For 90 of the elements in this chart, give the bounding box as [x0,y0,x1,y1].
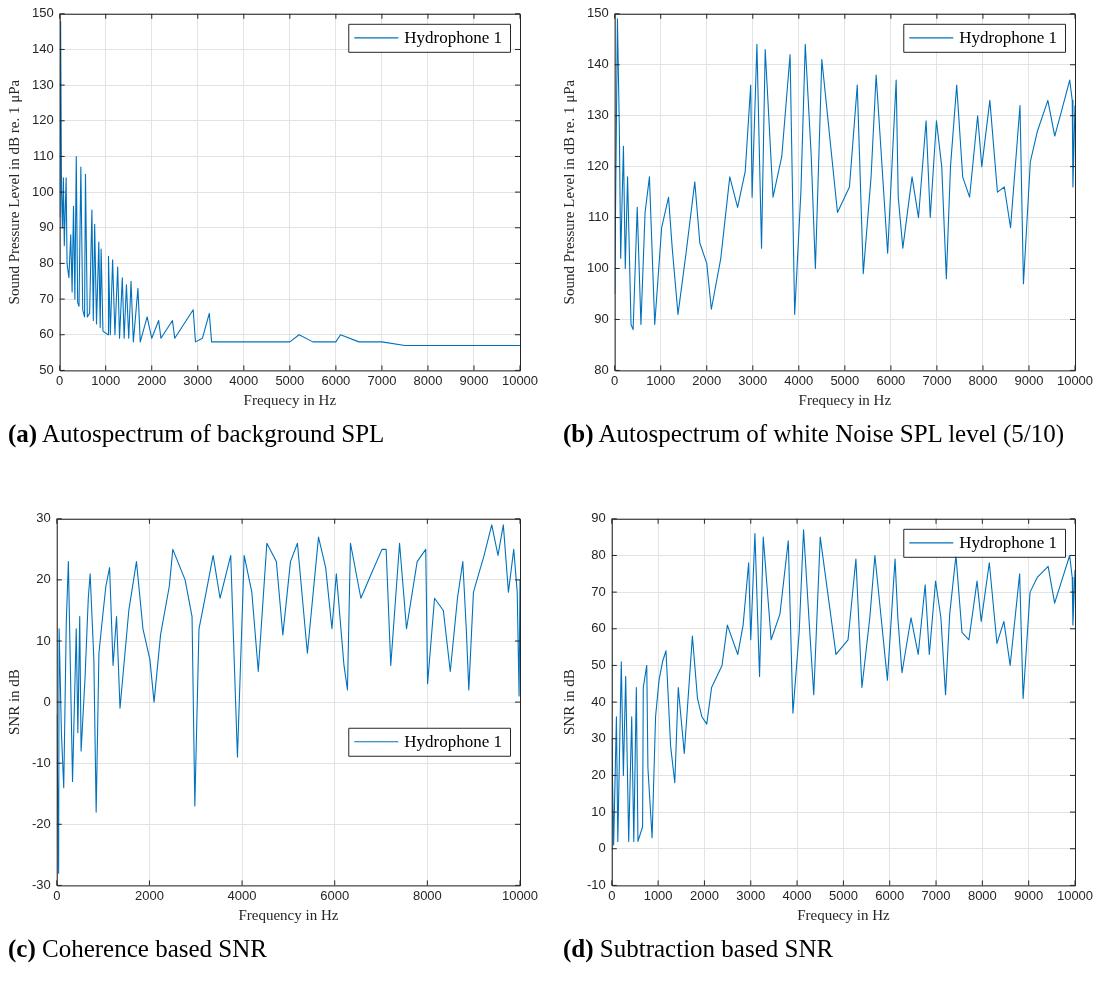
y-tick-label: -20 [31,815,51,831]
y-tick-label: 70 [39,290,54,306]
y-axis-title: Sound Pressure Level in dB re. 1 μPa [5,79,22,305]
x-tick-label: 1000 [643,887,673,903]
x-tick-label: 8000 [412,887,442,903]
x-tick-label: 2000 [692,372,722,388]
text: (c) Coherence based SNR [8,935,267,962]
y-tick-label: 140 [586,56,609,72]
y-tick-label: 0 [43,693,51,709]
y-tick-label: 80 [594,361,609,377]
y-tick-label: 10 [36,632,51,648]
x-tick-label: 6000 [320,887,350,903]
x-tick-label: 3000 [738,372,768,388]
x-tick-label: 6000 [875,887,905,903]
y-axis-title: SNR in dB [560,669,577,736]
y-tick-label: 150 [31,5,54,21]
y-tick-label: 30 [36,510,51,526]
y-tick-label: -10 [586,876,606,892]
x-tick-label: 9000 [459,372,489,388]
x-tick-label: 4000 [227,887,257,903]
y-tick-label: -30 [31,876,51,892]
x-tick-label: 5000 [275,372,305,388]
x-tick-label: 5000 [830,372,860,388]
y-tick-label: 30 [591,730,606,746]
x-tick-label: 8000 [968,372,998,388]
y-tick-label: 0 [598,840,606,856]
y-tick-label: 10 [591,803,606,819]
x-tick-label: 10000 [1056,372,1094,388]
text: (d) Subtraction based SNR [563,935,834,962]
x-tick-label: 2000 [137,372,167,388]
x-tick-label: 4000 [782,887,812,903]
y-tick-label: 140 [31,41,54,57]
x-tick-label: 8000 [413,372,443,388]
x-tick-label: 6000 [876,372,906,388]
x-axis-title: Frequecy in Hz [798,391,892,408]
text: (a) Autospectrum of background SPL [8,420,385,447]
y-tick-label: -10 [31,754,51,770]
y-tick-label: 100 [586,260,609,276]
x-tick-label: 10000 [501,372,539,388]
x-tick-label: 4000 [229,372,259,388]
x-tick-label: 8000 [967,887,997,903]
legend-label: Hydrophone 1 [404,732,502,752]
y-tick-label: 110 [32,148,54,164]
legend-label: Hydrophone 1 [959,533,1057,553]
y-tick-label: 110 [587,209,609,225]
x-tick-label: 3000 [183,372,213,388]
x-tick-label: 7000 [922,372,952,388]
text: (b) Autospectrum of white Noise SPL level (5/10) [563,420,1065,447]
x-tick-label: 9000 [1014,372,1044,388]
y-tick-label: 20 [591,767,606,782]
y-axis-title: Sound Pressure Level in dB re. 1 μPa [560,79,577,305]
y-tick-label: 130 [586,107,609,123]
x-tick-label: 0 [611,372,619,388]
y-axis-title: SNR in dB [5,669,22,736]
y-tick-label: 90 [591,510,606,526]
x-tick-label: 1000 [91,372,121,388]
x-tick-label: 4000 [784,372,814,388]
x-axis-title: Frequency in Hz [238,906,339,923]
y-tick-label: 90 [39,219,54,235]
y-tick-label: 100 [31,183,54,199]
y-tick-label: 80 [591,547,606,563]
y-tick-label: 40 [591,693,606,709]
x-tick-label: 7000 [367,372,397,388]
y-tick-label: 60 [39,326,54,342]
y-tick-label: 80 [39,255,54,270]
y-tick-label: 60 [591,620,606,636]
y-tick-label: 120 [586,158,609,174]
y-tick-label: 20 [36,571,51,587]
y-tick-label: 130 [31,76,54,92]
x-tick-label: 3000 [736,887,766,903]
x-tick-label: 10000 [1056,887,1094,903]
x-tick-label: 0 [56,372,64,388]
y-tick-label: 70 [591,583,606,599]
legend-label: Hydrophone 1 [959,28,1057,48]
x-tick-label: 6000 [321,372,351,388]
x-axis-title: Frequecy in Hz [797,906,890,923]
y-tick-label: 90 [594,311,609,327]
x-tick-label: 7000 [921,887,951,903]
x-tick-label: 5000 [828,887,858,903]
legend-label: Hydrophone 1 [404,28,502,48]
x-tick-label: 10000 [501,887,539,903]
x-tick-label: 9000 [1014,887,1044,903]
x-axis-title: Frequecy in Hz [243,391,337,408]
x-tick-label: 2000 [134,887,164,903]
y-tick-label: 50 [39,361,54,377]
y-tick-label: 150 [586,5,609,21]
x-tick-label: 2000 [689,887,719,903]
y-tick-label: 120 [31,112,54,128]
x-tick-label: 1000 [646,372,676,388]
y-tick-label: 50 [591,657,606,673]
